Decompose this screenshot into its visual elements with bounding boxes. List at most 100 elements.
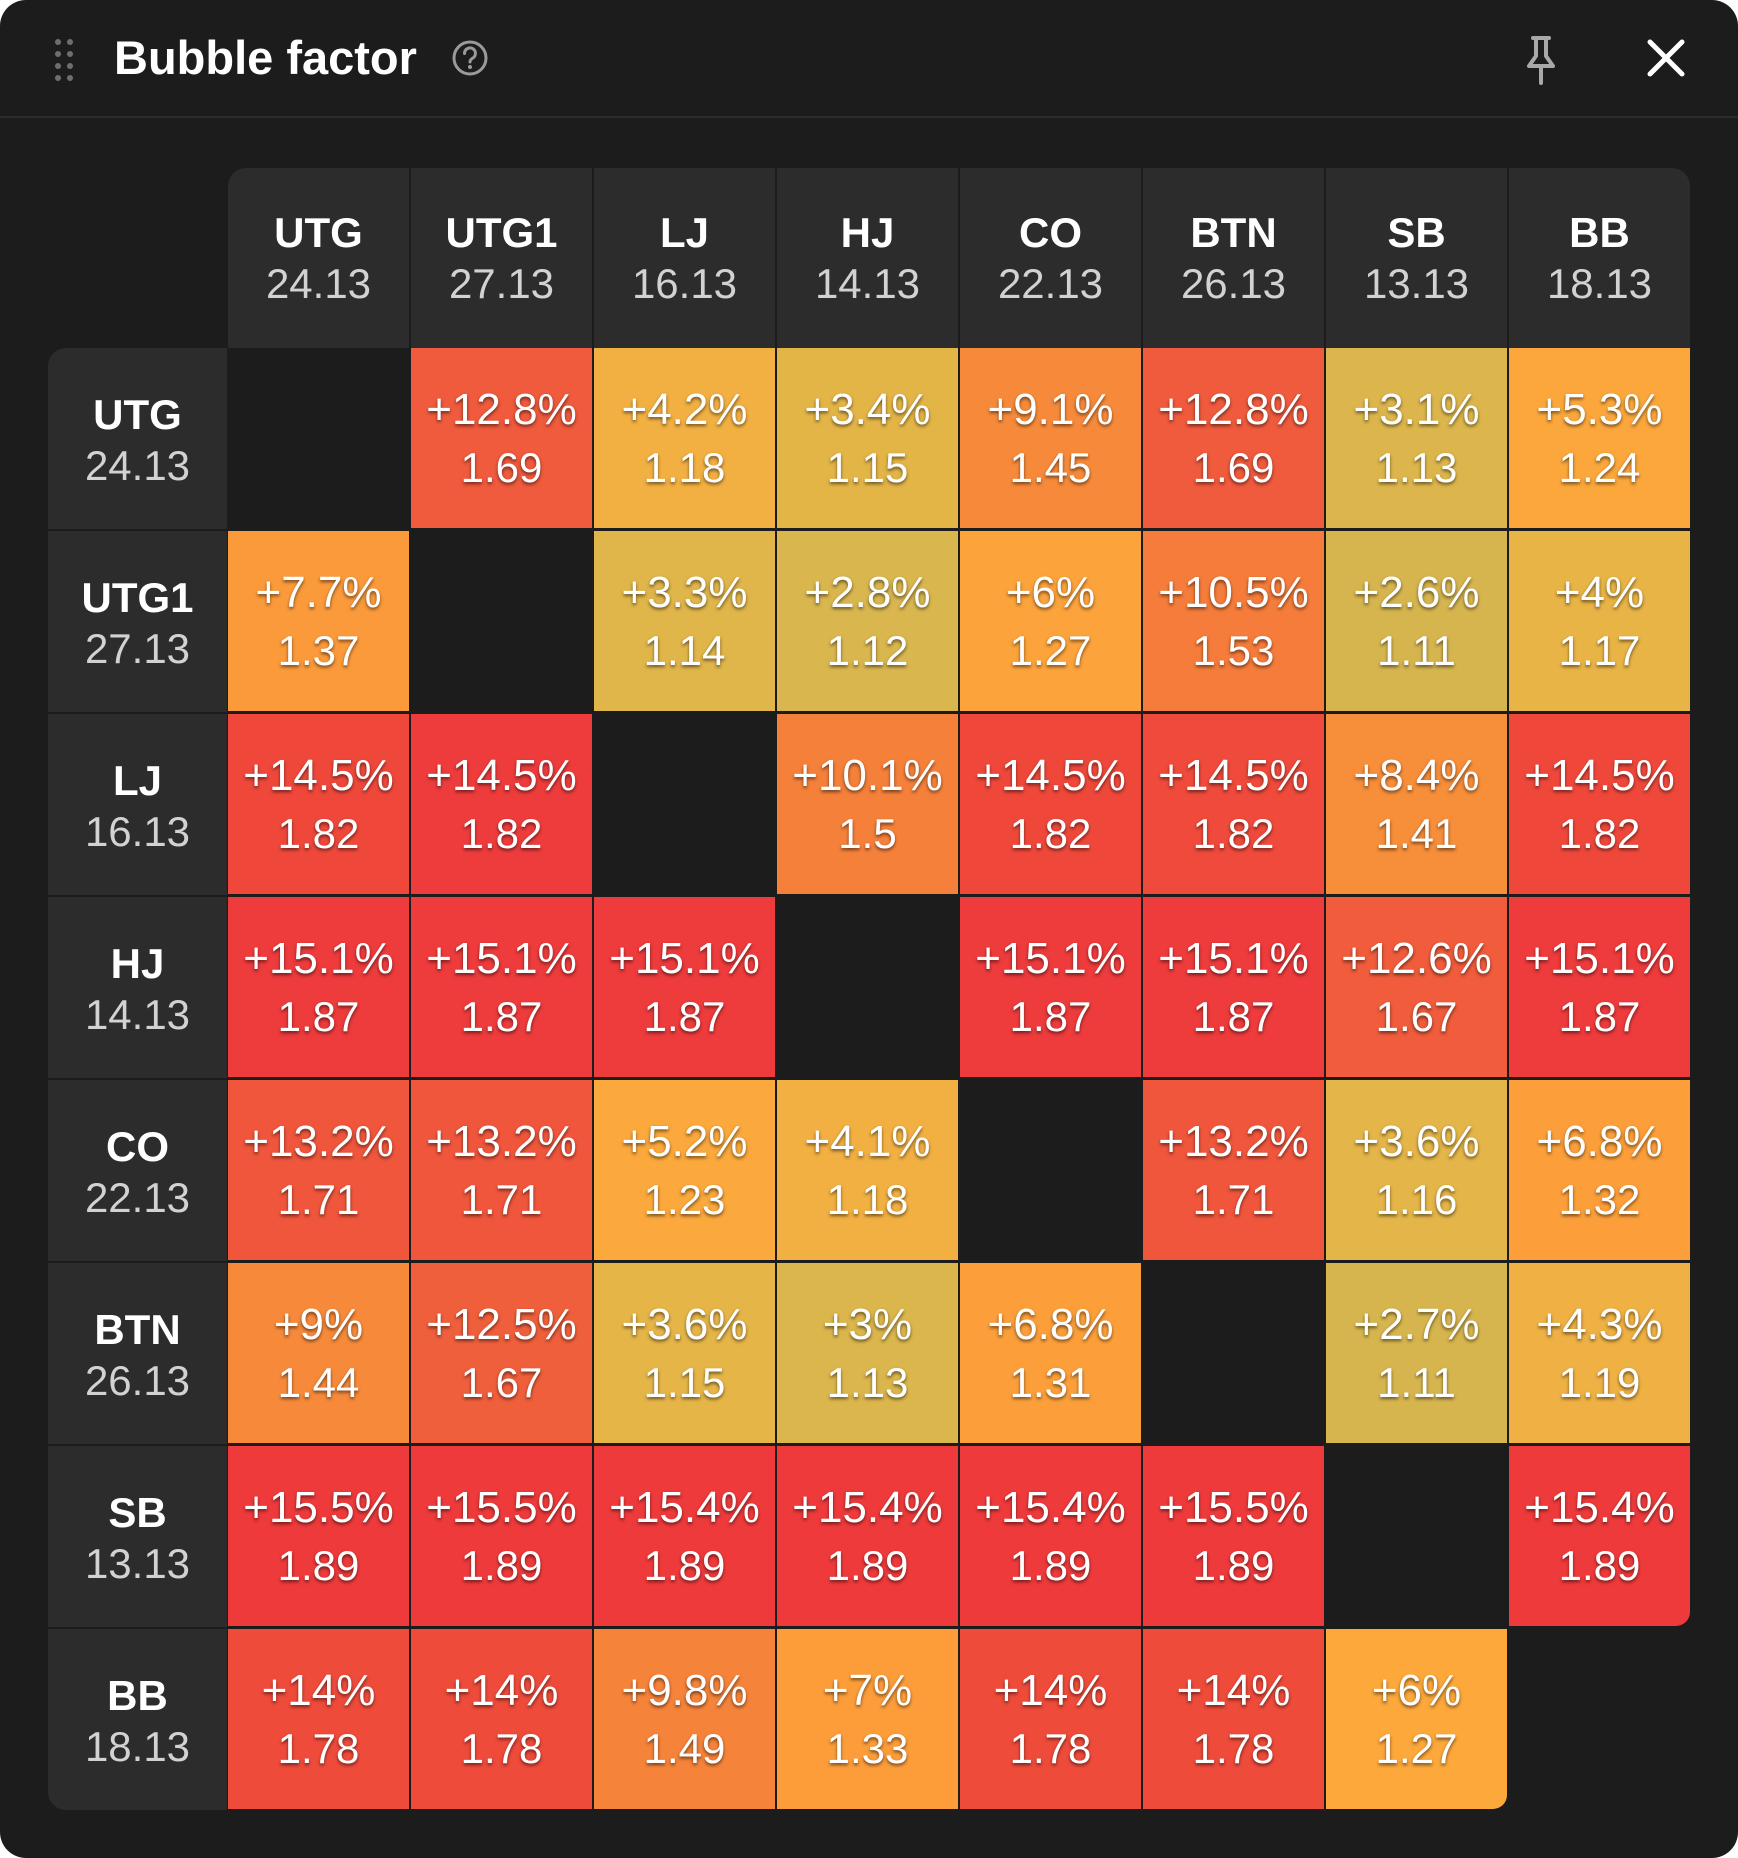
- matrix-cell-0-3[interactable]: +3.4% 1.15: [777, 348, 958, 528]
- close-icon[interactable]: [1644, 36, 1688, 80]
- matrix-cell-2-0[interactable]: +14.5% 1.82: [228, 714, 409, 894]
- cell-bubble-factor: 1.89: [1558, 1542, 1641, 1589]
- matrix-cell-2-5[interactable]: +14.5% 1.82: [1143, 714, 1324, 894]
- cell-bubble-factor: 1.78: [277, 1725, 360, 1772]
- column-stack: 22.13: [997, 260, 1104, 307]
- matrix-cell-4-3[interactable]: +4.1% 1.18: [777, 1080, 958, 1260]
- matrix-cell-4-7[interactable]: +6.8% 1.32: [1509, 1080, 1690, 1260]
- matrix-cell-3-1[interactable]: +15.1% 1.87: [411, 897, 592, 1077]
- cell-percentage: +6%: [1005, 568, 1096, 617]
- cell-percentage: +6.8%: [987, 1300, 1114, 1349]
- matrix-cell-1-6[interactable]: +2.6% 1.11: [1326, 531, 1507, 711]
- matrix-cell-6-0[interactable]: +15.5% 1.89: [228, 1446, 409, 1626]
- cell-percentage: +12.8%: [426, 385, 577, 434]
- matrix-cell-0-6[interactable]: +3.1% 1.13: [1326, 348, 1507, 528]
- matrix-cell-2-4[interactable]: +14.5% 1.82: [960, 714, 1141, 894]
- matrix-cell-6-1[interactable]: +15.5% 1.89: [411, 1446, 592, 1626]
- matrix-cell-0-2[interactable]: +4.2% 1.18: [594, 348, 775, 528]
- matrix-cell-3-0[interactable]: +15.1% 1.87: [228, 897, 409, 1077]
- cell-bubble-factor: 1.89: [277, 1542, 360, 1589]
- cell-percentage: +15.1%: [975, 934, 1126, 983]
- matrix-cell-1-2[interactable]: +3.3% 1.14: [594, 531, 775, 711]
- column-stack: 18.13: [1546, 260, 1653, 307]
- matrix-cell-3-7[interactable]: +15.1% 1.87: [1509, 897, 1690, 1077]
- cell-percentage: +5.3%: [1536, 385, 1663, 434]
- matrix-cell-3-5[interactable]: +15.1% 1.87: [1143, 897, 1324, 1077]
- column-header-6: SB 13.13: [1326, 168, 1507, 348]
- cell-percentage: +2.6%: [1353, 568, 1480, 617]
- matrix-cell-6-7[interactable]: +15.4% 1.89: [1509, 1446, 1690, 1626]
- matrix-cell-3-6[interactable]: +12.6% 1.67: [1326, 897, 1507, 1077]
- cell-percentage: +5.2%: [621, 1117, 748, 1166]
- matrix-cell-3-2[interactable]: +15.1% 1.87: [594, 897, 775, 1077]
- matrix-cell-4-2[interactable]: +5.2% 1.23: [594, 1080, 775, 1260]
- row-position: BTN: [94, 1306, 181, 1353]
- matrix-cell-1-7[interactable]: +4% 1.17: [1509, 531, 1690, 711]
- cell-bubble-factor: 1.87: [643, 993, 726, 1040]
- cell-bubble-factor: 1.82: [1558, 810, 1641, 857]
- cell-bubble-factor: 1.11: [1377, 1359, 1456, 1406]
- matrix-cell-2-6[interactable]: +8.4% 1.41: [1326, 714, 1507, 894]
- matrix-cell-3-4[interactable]: +15.1% 1.87: [960, 897, 1141, 1077]
- matrix-cell-5-6[interactable]: +2.7% 1.11: [1326, 1263, 1507, 1443]
- matrix-cell-6-2[interactable]: +15.4% 1.89: [594, 1446, 775, 1626]
- matrix-cell-4-5[interactable]: +13.2% 1.71: [1143, 1080, 1324, 1260]
- matrix-cell-7-2[interactable]: +9.8% 1.49: [594, 1629, 775, 1809]
- cell-percentage: +15.1%: [243, 934, 394, 983]
- drag-handle-icon[interactable]: [50, 36, 78, 84]
- matrix-cell-5-7[interactable]: +4.3% 1.19: [1509, 1263, 1690, 1443]
- matrix-cell-5-2[interactable]: +3.6% 1.15: [594, 1263, 775, 1443]
- matrix-cell-1-0[interactable]: +7.7% 1.37: [228, 531, 409, 711]
- cell-bubble-factor: 1.18: [826, 1176, 909, 1223]
- matrix-cell-7-1[interactable]: +14% 1.78: [411, 1629, 592, 1809]
- matrix-cell-5-1[interactable]: +12.5% 1.67: [411, 1263, 592, 1443]
- cell-percentage: +8.4%: [1353, 751, 1480, 800]
- matrix-cell-0-7[interactable]: +5.3% 1.24: [1509, 348, 1690, 528]
- cell-percentage: +15.4%: [975, 1483, 1126, 1532]
- matrix-cell-4-1[interactable]: +13.2% 1.71: [411, 1080, 592, 1260]
- matrix-cell-7-4[interactable]: +14% 1.78: [960, 1629, 1141, 1809]
- matrix-cell-0-1[interactable]: +12.8% 1.69: [411, 348, 592, 528]
- matrix-cell-2-7[interactable]: +14.5% 1.82: [1509, 714, 1690, 894]
- help-circle-icon[interactable]: [450, 38, 490, 78]
- matrix-cell-1-5[interactable]: +10.5% 1.53: [1143, 531, 1324, 711]
- cell-bubble-factor: 1.82: [277, 810, 360, 857]
- matrix-cell-1-4[interactable]: +6% 1.27: [960, 531, 1141, 711]
- row-header-6: SB 13.13: [48, 1446, 227, 1627]
- matrix-cell-6-4[interactable]: +15.4% 1.89: [960, 1446, 1141, 1626]
- matrix-cell-2-1[interactable]: +14.5% 1.82: [411, 714, 592, 894]
- matrix-cell-1-3[interactable]: +2.8% 1.12: [777, 531, 958, 711]
- matrix-cell-7-5[interactable]: +14% 1.78: [1143, 1629, 1324, 1809]
- matrix-cell-5-3[interactable]: +3% 1.13: [777, 1263, 958, 1443]
- row-header-1: UTG1 27.13: [48, 531, 227, 712]
- cell-percentage: +2.7%: [1353, 1300, 1480, 1349]
- matrix-cell-5-0[interactable]: +9% 1.44: [228, 1263, 409, 1443]
- pin-icon[interactable]: [1522, 34, 1560, 86]
- matrix-cell-4-6[interactable]: +3.6% 1.16: [1326, 1080, 1507, 1260]
- matrix-cell-7-0[interactable]: +14% 1.78: [228, 1629, 409, 1809]
- cell-percentage: +14%: [1176, 1666, 1291, 1715]
- cell-bubble-factor: 1.27: [1009, 627, 1092, 674]
- matrix-cell-5-4[interactable]: +6.8% 1.31: [960, 1263, 1141, 1443]
- matrix-cell-6-3[interactable]: +15.4% 1.89: [777, 1446, 958, 1626]
- matrix-cell-4-0[interactable]: +13.2% 1.71: [228, 1080, 409, 1260]
- cell-percentage: +3%: [822, 1300, 913, 1349]
- row-position: UTG1: [81, 574, 194, 621]
- cell-bubble-factor: 1.5: [838, 810, 897, 857]
- cell-bubble-factor: 1.87: [1009, 993, 1092, 1040]
- cell-bubble-factor: 1.67: [1375, 993, 1458, 1040]
- matrix-cell-0-5[interactable]: +12.8% 1.69: [1143, 348, 1324, 528]
- column-header-0: UTG 24.13: [228, 168, 409, 348]
- matrix-cell-0-0: [228, 348, 409, 528]
- matrix-cell-6-6: [1326, 1446, 1507, 1626]
- matrix-cell-2-3[interactable]: +10.1% 1.5: [777, 714, 958, 894]
- cell-bubble-factor: 1.71: [277, 1176, 360, 1223]
- cell-percentage: +3.6%: [1353, 1117, 1480, 1166]
- matrix-cell-7-6[interactable]: +6% 1.27: [1326, 1629, 1507, 1809]
- row-stack: 24.13: [84, 442, 191, 489]
- matrix-cell-6-5[interactable]: +15.5% 1.89: [1143, 1446, 1324, 1626]
- matrix-cell-7-3[interactable]: +7% 1.33: [777, 1629, 958, 1809]
- column-position: CO: [1019, 209, 1082, 256]
- matrix-cell-0-4[interactable]: +9.1% 1.45: [960, 348, 1141, 528]
- cell-bubble-factor: 1.33: [826, 1725, 909, 1772]
